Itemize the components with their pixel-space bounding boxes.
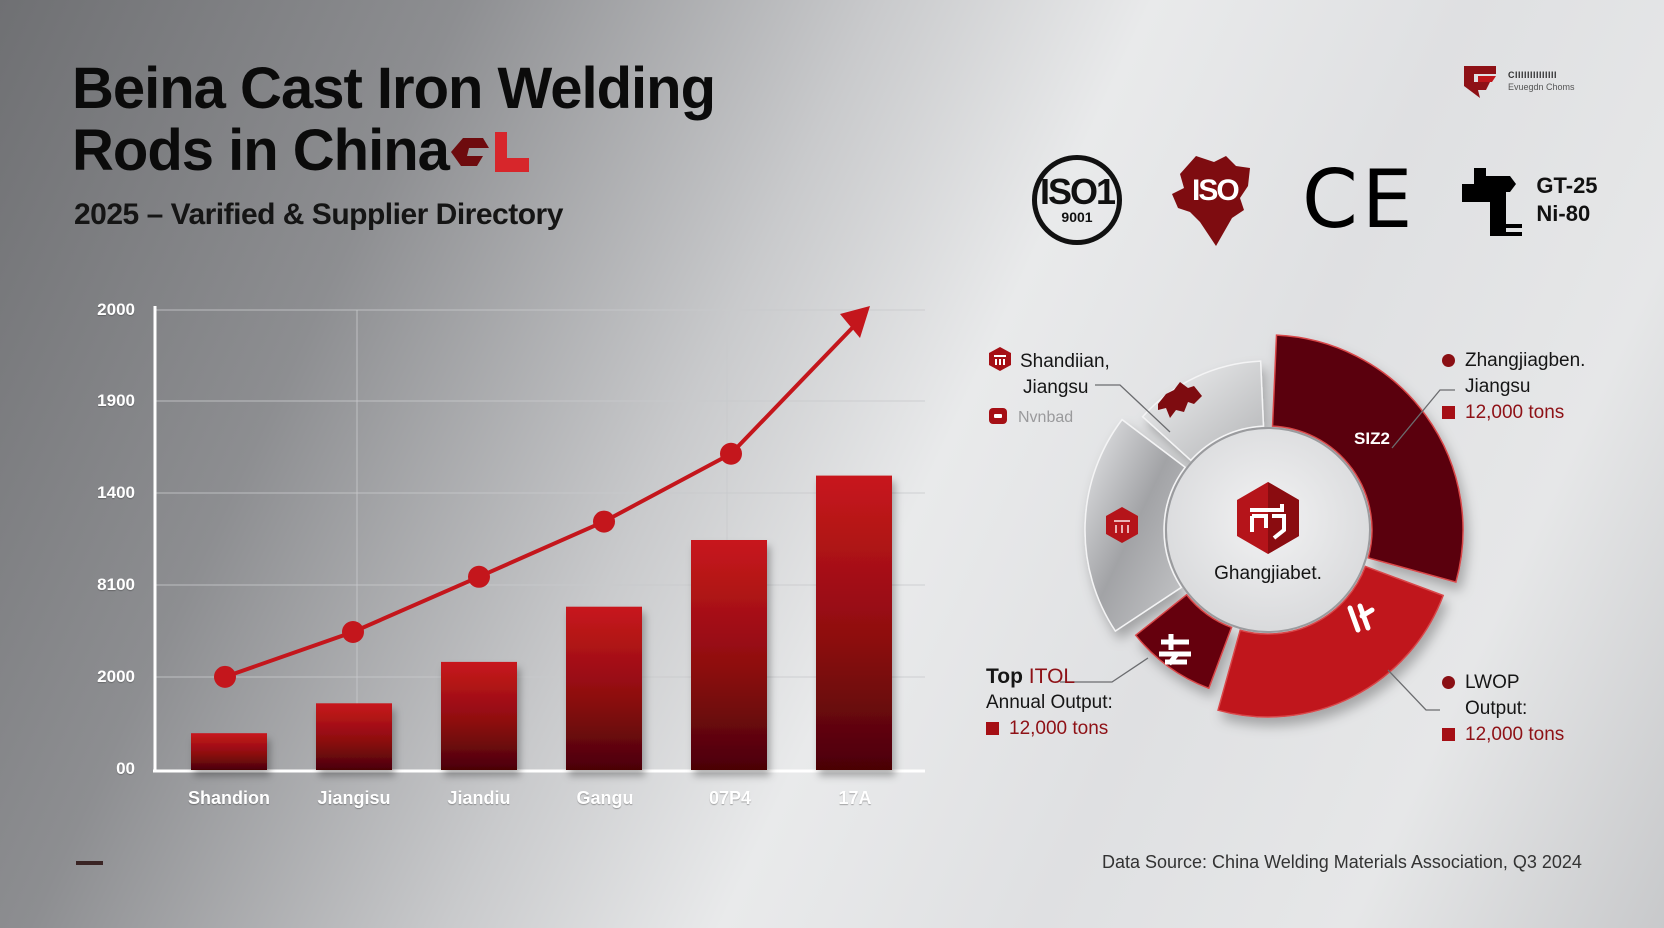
title-line-2: Rods in China: [72, 120, 892, 182]
trend-point: [342, 621, 364, 643]
trend-line: [214, 306, 870, 688]
x-tick-label: Gangu: [576, 788, 634, 808]
page-subtitle: 2025 – Varified & Supplier Directory: [74, 198, 563, 231]
china-flag-mark-icon: [450, 132, 529, 172]
y-tick-label: 00: [116, 759, 135, 778]
bars: [191, 475, 892, 770]
center-logo-icon: [1237, 482, 1299, 554]
brand-name: CIIIIIIIIIIIIII: [1508, 70, 1558, 80]
segment-glyph-icon: [1347, 603, 1375, 633]
hex-logo-icon: [989, 347, 1011, 371]
bar: [566, 606, 642, 770]
welding-rod-cert: GT-25 Ni-80: [1460, 164, 1598, 236]
donut-segments: [1084, 334, 1464, 718]
y-tick-label: 2000: [97, 667, 135, 686]
donut-segment: [1271, 334, 1464, 584]
y-tick-label: 1900: [97, 391, 135, 410]
callout-bottom-left: Top ITOL Annual Output: 12,000 tons: [986, 665, 1113, 739]
trend-point: [593, 510, 615, 533]
badge-icon: [989, 408, 1007, 424]
decorative-dash: [76, 861, 103, 865]
title-line-1: Beina Cast Iron Welding: [72, 56, 716, 121]
x-tick-label: 17A: [838, 788, 872, 808]
brand-logo: CIIIIIIIIIIIIII Evuegdn Choms: [1460, 62, 1575, 100]
trend-point: [468, 565, 490, 588]
page-title: Beina Cast Iron Welding Rods in China: [72, 58, 892, 182]
bullet-square-icon: [1442, 728, 1455, 741]
certification-row: ISO1 9001 ISO CE GT-25 Ni-80: [1032, 150, 1598, 250]
segment-label: SIZ2: [1354, 429, 1390, 448]
iso-9001-badge-icon: ISO1 9001: [1032, 155, 1122, 245]
segment-glyph-icon: [1159, 634, 1191, 666]
iso-map-badge-icon: ISO: [1170, 152, 1256, 248]
bar: [441, 661, 517, 770]
y-tick-label: 1400: [97, 483, 135, 502]
y-tick-label: 8100: [97, 575, 135, 594]
callout-top-left: Shandiian, Jiangsu Nvnbad: [988, 346, 1110, 431]
data-source: Data Source: China Welding Materials Ass…: [1102, 852, 1582, 872]
donut-segment: [1217, 565, 1445, 718]
segment-hex-icon: [1106, 507, 1138, 543]
brand-tagline: Evuegdn Choms: [1508, 82, 1575, 92]
bar: [691, 540, 767, 770]
donut-segment: [1141, 360, 1265, 462]
trend-point: [214, 665, 236, 688]
bar: [316, 703, 392, 770]
bar-chart: 2000 1900 1400 8100 2000 00: [97, 300, 925, 808]
callout-top-right: Zhangjiagben. Jiangsu 12,000 tons: [1442, 348, 1585, 426]
shield-logo-icon: [1464, 66, 1496, 98]
y-tick-label: 2000: [97, 300, 135, 319]
x-tick-label: Shandion: [188, 788, 270, 808]
trend-point: [720, 442, 742, 465]
bullet-square-icon: [1442, 406, 1455, 419]
arrow-head-icon: [840, 306, 870, 338]
callout-bottom-right: LWOP Output: 12,000 tons: [1442, 670, 1564, 748]
x-tick-label: 07P4: [708, 788, 752, 808]
bar-chart-plot: [155, 306, 925, 770]
bullet-dot-icon: [1442, 676, 1455, 689]
bullet-square-icon: [986, 722, 999, 735]
gridlines: [155, 309, 925, 770]
bullet-dot-icon: [1442, 354, 1455, 367]
donut-center-label: Ghangjiabet.: [1214, 563, 1322, 584]
x-tick-label: Jiangisu: [317, 788, 391, 808]
ce-mark-icon: CE: [1302, 153, 1417, 246]
bar: [816, 475, 892, 770]
x-tick-label: Jiandiu: [447, 788, 511, 808]
donut-chart: Ghangjiabet. SIZ2: [1084, 334, 1464, 718]
bar: [191, 733, 267, 770]
welding-rod-icon: [1462, 168, 1523, 236]
